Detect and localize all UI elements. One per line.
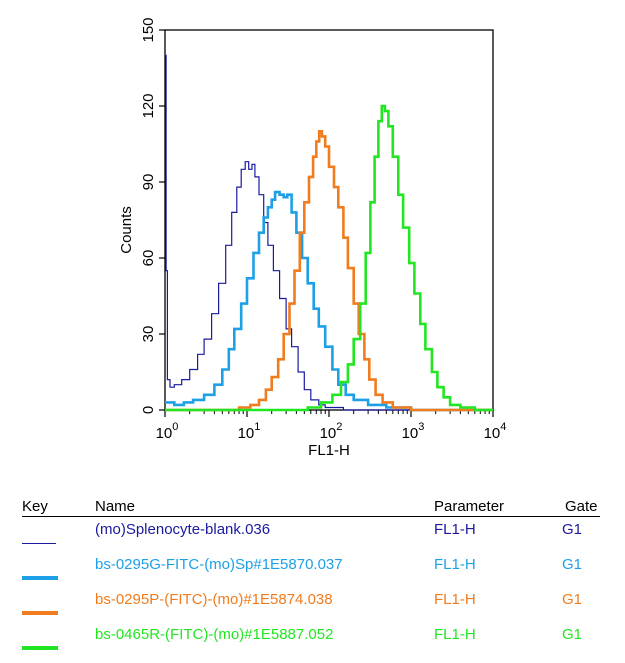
y-tick-label: 90 [140,174,157,191]
legend-series-name: (mo)Splenocyte-blank.036 [95,521,271,538]
y-tick-label: 60 [140,250,157,267]
y-tick-label: 30 [140,326,157,343]
legend-row: (mo)Splenocyte-blank.036 FL1-H G1 [0,521,625,551]
legend-gate: G1 [562,626,583,643]
histogram-series-2 [165,190,493,412]
histogram-series-4 [165,104,493,412]
x-tick-label: 102 [320,421,343,442]
histogram-series-1 [165,54,493,411]
legend-key-swatch [22,543,56,544]
x-tick-label: 101 [238,421,261,442]
y-axis: 0 30 60 90 120 150 [140,17,165,414]
legend-series-name: bs-0465R-(FITC)-(mo)#1E5887.052 [95,626,334,643]
legend-gate: G1 [562,556,583,573]
series-layer [165,54,493,412]
histogram-series-3 [165,130,493,412]
y-tick-label: 150 [140,17,157,42]
legend-header-key: Key [22,498,48,515]
x-tick-label: 103 [402,421,425,442]
legend-series-name: bs-0295P-(FITC)-(mo)#1E5874.038 [95,591,333,608]
legend-key-swatch [22,576,58,580]
x-tick-label: 100 [156,421,179,442]
x-axis-title: FL1-H [308,442,350,459]
legend-key-swatch [22,646,58,650]
plot-frame [164,29,494,411]
legend-header-parameter: Parameter [434,498,505,515]
legend-parameter: FL1-H [434,591,476,608]
legend-series-name: bs-0295G-FITC-(mo)Sp#1E5870.037 [95,556,343,573]
legend-row: bs-0295P-(FITC)-(mo)#1E5874.038 FL1-H G1 [0,591,625,621]
x-tick-label: 104 [484,421,507,442]
y-tick-label: 120 [140,93,157,118]
histogram-chart: 0 30 60 90 120 150 100 101 102 103 104 Counts FL1… [118,17,507,459]
legend-row: bs-0465R-(FITC)-(mo)#1E5887.052 FL1-H G1 [0,626,625,656]
legend-key-swatch [22,611,58,615]
legend-header-rule [22,516,600,517]
y-tick-label: 0 [140,406,157,414]
legend-gate: G1 [562,591,583,608]
legend-parameter: FL1-H [434,626,476,643]
legend-parameter: FL1-H [434,521,476,538]
y-axis-title: Counts [118,206,135,254]
legend-parameter: FL1-H [434,556,476,573]
legend-gate: G1 [562,521,583,538]
x-axis: 100 101 102 103 104 [156,410,507,442]
legend-row: bs-0295G-FITC-(mo)Sp#1E5870.037 FL1-H G1 [0,556,625,586]
legend-table: Key Name Parameter Gate (mo)Splenocyte-b… [0,494,625,663]
legend-header-gate: Gate [565,498,598,515]
legend-header-name: Name [95,498,136,515]
